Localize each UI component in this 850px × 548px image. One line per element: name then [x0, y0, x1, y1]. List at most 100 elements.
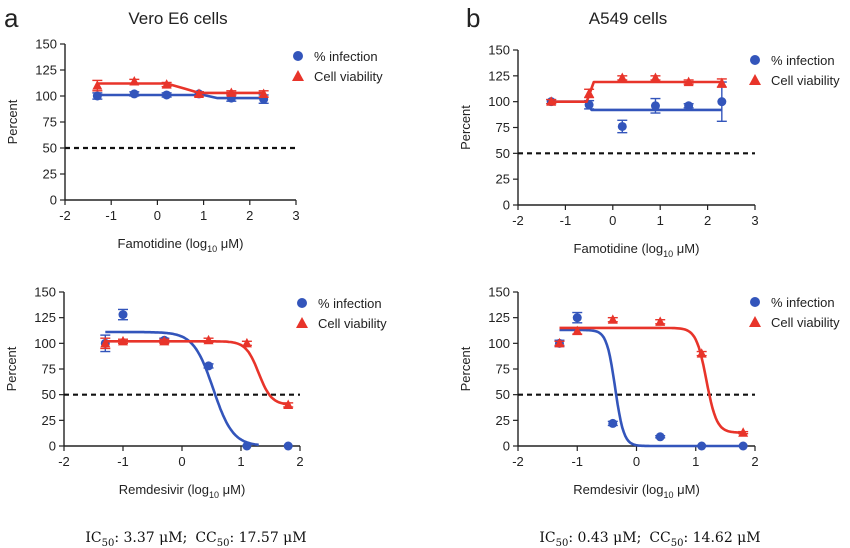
x-tick-label: 3 — [292, 208, 299, 223]
y-tick-label: 0 — [50, 193, 57, 208]
legend-marker-viability — [749, 316, 761, 327]
data-point-viability — [546, 96, 557, 106]
y-tick-label: 125 — [488, 310, 510, 325]
data-point-infection — [92, 91, 102, 101]
data-point-viability — [655, 316, 666, 326]
summary-b: IC50: 0.43 μM; CC50: 14.62 μM — [539, 530, 760, 548]
y-tick-label: 0 — [49, 439, 56, 454]
legend-marker-viability — [749, 74, 761, 85]
fit-curve-viability — [559, 326, 744, 434]
y-axis-label: Percent — [4, 346, 19, 391]
data-point-viability — [241, 337, 252, 348]
x-tick-label: 0 — [154, 208, 161, 223]
y-tick-label: 50 — [496, 146, 510, 161]
data-point-viability — [92, 80, 103, 90]
legend-marker-infection — [293, 51, 303, 61]
x-axis-label: Famotidine (log10 μM) — [574, 241, 700, 259]
y-tick-label: 0 — [503, 198, 510, 213]
x-axis-label: Remdesivir (log10 μM) — [573, 482, 700, 500]
y-tick-label: 50 — [496, 387, 510, 402]
legend-label: % infection — [318, 296, 382, 311]
chart-2: 0 25 50 75 100 125 150 -2 -1 0 1 2 Percent Remdesivir… — [4, 285, 387, 501]
y-axis-label: Percent — [458, 346, 473, 391]
x-tick-label: 2 — [296, 454, 303, 469]
fit-curve-viability — [105, 339, 289, 406]
chart-0: 0 25 50 75 100 125 150 -2 -1 0 1 2 3 Percent Famotidin… — [5, 37, 383, 255]
y-tick-label: 150 — [488, 43, 510, 58]
legend-marker-infection — [297, 298, 307, 308]
x-tick-label: 3 — [751, 213, 758, 228]
x-tick-label: -1 — [117, 454, 129, 469]
y-tick-label: 150 — [34, 285, 56, 300]
x-tick-label: 0 — [178, 454, 185, 469]
y-tick-label: 50 — [42, 387, 56, 402]
data-point-infection — [617, 121, 627, 131]
x-tick-label: -2 — [512, 454, 524, 469]
fit-curve-infection — [559, 328, 744, 448]
data-point-infection — [608, 418, 618, 428]
legend-marker-infection — [750, 297, 760, 307]
x-tick-label: 1 — [657, 213, 664, 228]
chart-1: 0 25 50 75 100 125 150 -2 -1 0 1 2 3 Percent Famotidin… — [458, 43, 840, 260]
data-point-infection — [118, 310, 128, 320]
data-point-viability — [129, 76, 140, 86]
panel-letter-b: b — [466, 3, 480, 33]
x-tick-label: 2 — [246, 208, 253, 223]
y-axis-label: Percent — [458, 105, 473, 150]
data-point-viability — [159, 335, 170, 346]
chart-3: 0 25 50 75 100 125 150 -2 -1 0 1 2 Percent Remdesivir… — [458, 285, 840, 501]
y-tick-label: 25 — [42, 413, 56, 428]
x-tick-label: 2 — [704, 213, 711, 228]
data-point-viability — [617, 72, 628, 82]
data-point-viability — [650, 72, 661, 82]
data-point-infection — [650, 101, 660, 111]
x-tick-label: 1 — [200, 208, 207, 223]
data-point-infection — [242, 441, 252, 451]
data-point-viability — [100, 337, 111, 348]
fit-curve-viability — [551, 80, 722, 103]
y-tick-label: 25 — [496, 172, 510, 187]
data-point-viability — [607, 314, 618, 324]
y-tick-label: 125 — [488, 68, 510, 83]
legend-label: Cell viability — [314, 69, 383, 84]
y-tick-label: 75 — [496, 362, 510, 377]
data-point-infection — [655, 432, 665, 442]
y-axis-label: Percent — [5, 99, 20, 144]
legend-label: % infection — [771, 295, 835, 310]
legend-marker-viability — [296, 317, 308, 328]
data-point-viability — [683, 76, 694, 87]
data-point-viability — [283, 399, 294, 409]
x-axis-label: Famotidine (log10 μM) — [118, 236, 244, 254]
panel-title-a: Vero E6 cells — [128, 9, 227, 28]
fit-curve-viability — [97, 82, 264, 95]
legend-label: Cell viability — [318, 316, 387, 331]
data-point-viability — [696, 348, 707, 358]
data-point-infection — [684, 101, 694, 111]
x-tick-label: 2 — [751, 454, 758, 469]
y-tick-label: 75 — [42, 362, 56, 377]
y-tick-label: 150 — [488, 285, 510, 300]
x-tick-label: 1 — [237, 454, 244, 469]
data-point-viability — [584, 88, 595, 98]
data-point-viability — [226, 87, 237, 97]
y-tick-label: 75 — [43, 115, 57, 130]
summary-a: IC50: 3.37 μM; CC50: 17.57 μM — [85, 530, 306, 548]
data-point-viability — [716, 77, 727, 88]
data-point-infection — [283, 441, 293, 451]
x-tick-label: -2 — [59, 208, 71, 223]
data-point-viability — [203, 334, 214, 345]
panel-letter-a: a — [4, 3, 19, 33]
y-tick-label: 100 — [35, 89, 57, 104]
y-tick-label: 75 — [496, 120, 510, 135]
y-tick-label: 125 — [35, 63, 57, 78]
fit-curve-infection — [97, 93, 264, 100]
y-tick-label: 25 — [43, 167, 57, 182]
data-point-infection — [572, 313, 582, 323]
y-tick-label: 100 — [488, 94, 510, 109]
data-point-viability — [193, 88, 204, 98]
legend-label: Cell viability — [771, 315, 840, 330]
panel-title-b: A549 cells — [589, 9, 667, 28]
x-tick-label: 0 — [633, 454, 640, 469]
data-point-viability — [572, 325, 583, 336]
data-point-viability — [258, 88, 269, 98]
